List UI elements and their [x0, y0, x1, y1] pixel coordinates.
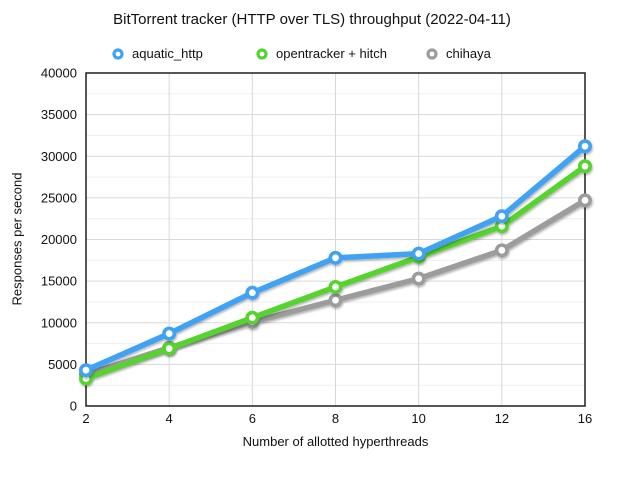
legend-item-chihaya: chihaya: [426, 46, 491, 62]
data-point-marker: [328, 293, 343, 308]
legend-item-opentracker-hitch: opentracker + hitch: [256, 46, 387, 62]
plot-border: [85, 72, 586, 407]
series-aquatic-http: [79, 139, 592, 378]
data-point-marker: [162, 326, 177, 341]
y-tick-label: 30000: [41, 149, 77, 164]
y-tick-label: 40000: [41, 66, 77, 81]
legend-item-aquatic-http: aquatic_http: [112, 46, 203, 62]
x-tick-label: 10: [411, 411, 425, 426]
x-tick-label: 6: [249, 411, 256, 426]
y-tick-label: 35000: [41, 107, 77, 122]
legend-label: aquatic_http: [132, 46, 203, 61]
data-point-marker: [162, 341, 177, 356]
y-tick-label: 20000: [41, 232, 77, 247]
x-tick-label: 12: [495, 411, 509, 426]
data-point-marker: [245, 285, 260, 300]
y-tick-label: 15000: [41, 274, 77, 289]
x-axis-title: Number of allotted hyperthreads: [242, 434, 429, 449]
data-point-marker: [494, 243, 509, 258]
data-point-marker: [79, 363, 94, 378]
data-point-marker: [411, 246, 426, 261]
y-tick-label: 0: [70, 399, 77, 414]
y-tick-label: 5000: [48, 357, 77, 372]
data-point-marker: [328, 279, 343, 294]
x-tick-label: 2: [82, 411, 89, 426]
data-point-marker: [245, 310, 260, 325]
x-tick-label: 8: [332, 411, 339, 426]
data-point-marker: [494, 209, 509, 224]
legend-marker-icon: [112, 48, 124, 60]
data-point-marker: [411, 271, 426, 286]
data-point-marker: [577, 139, 592, 154]
y-tick-label: 25000: [41, 190, 77, 205]
legend-marker-icon: [256, 48, 268, 60]
legend-label: opentracker + hitch: [276, 46, 387, 61]
y-tick-label: 10000: [41, 315, 77, 330]
legend-marker-icon: [426, 48, 438, 60]
data-point-marker: [577, 159, 592, 174]
legend-label: chihaya: [446, 46, 491, 61]
x-tick-label: 4: [166, 411, 173, 426]
x-tick-label: 16: [578, 411, 592, 426]
chart-title: BitTorrent tracker (HTTP over TLS) throu…: [113, 11, 511, 28]
data-point-marker: [328, 250, 343, 265]
data-point-marker: [577, 193, 592, 208]
legend: aquatic_http opentracker + hitch chihaya: [0, 46, 624, 62]
